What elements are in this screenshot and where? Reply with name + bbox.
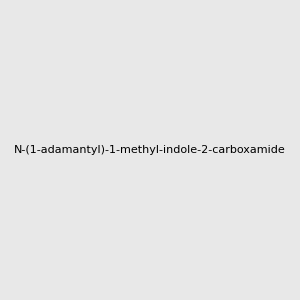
Text: N-(1-adamantyl)-1-methyl-indole-2-carboxamide: N-(1-adamantyl)-1-methyl-indole-2-carbox… xyxy=(14,145,286,155)
